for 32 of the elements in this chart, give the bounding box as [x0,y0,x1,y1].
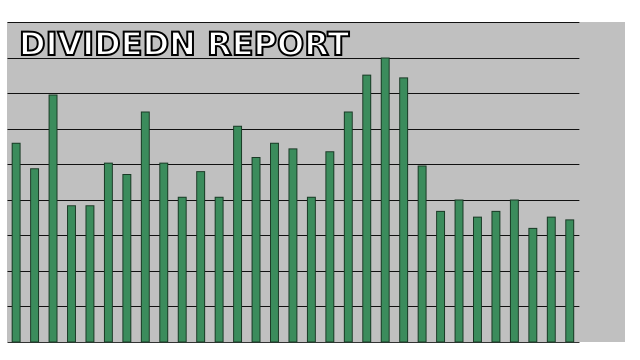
bar [159,162,168,342]
bar [252,156,260,342]
bar [30,168,40,342]
bar [473,216,482,342]
bar [12,142,21,342]
chart-title: DIVIDEDN REPORT [19,25,350,63]
bar [214,196,224,342]
bar [362,74,372,342]
bar [510,200,519,342]
bar [454,200,464,342]
bar [122,174,132,342]
bar [288,148,298,342]
bar [104,162,113,342]
bar [85,205,94,342]
bar [178,196,187,342]
bar [140,112,150,342]
bar [48,94,58,342]
bar [380,58,390,342]
bar [436,210,446,342]
bar [399,77,408,342]
bar [528,228,538,342]
bar [270,142,279,342]
bar [196,171,206,342]
bar [565,219,574,342]
bar [418,165,427,342]
bar [325,151,334,342]
bar [306,196,316,342]
bar [546,216,556,342]
bar [491,210,500,342]
bar [344,112,353,342]
bar [233,126,242,342]
bar [67,205,76,342]
